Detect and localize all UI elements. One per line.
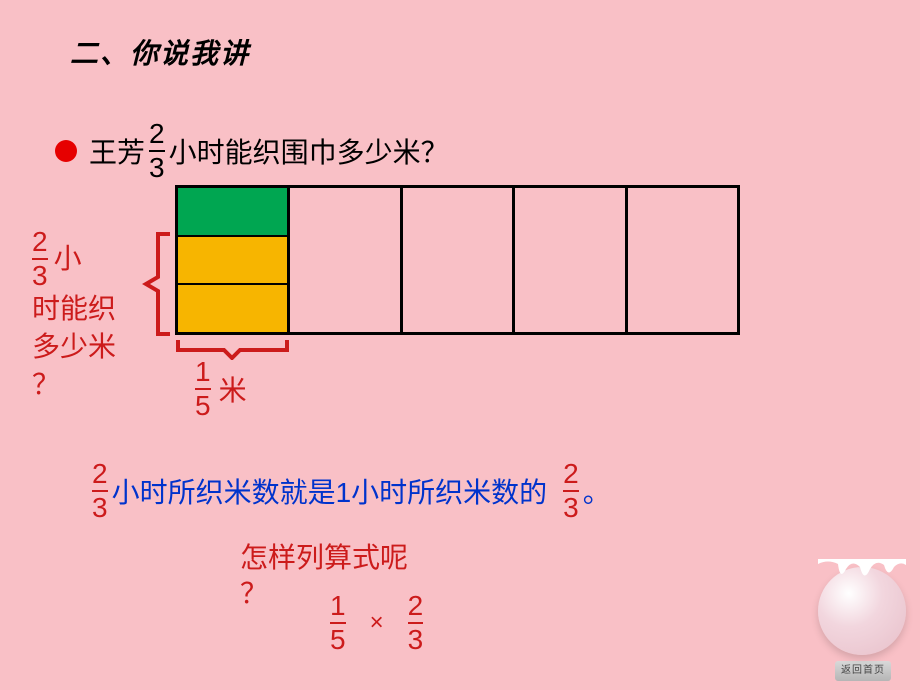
question-suffix: 小时能织围巾多少米？ — [169, 131, 449, 171]
grid-cell — [515, 188, 624, 332]
grid-cell — [178, 188, 287, 237]
question-line: 王芳 2 3 小时能织围巾多少米？ — [55, 120, 449, 182]
equation-right-fraction: 2 3 — [408, 592, 424, 654]
grid-col-3 — [403, 188, 515, 332]
fraction-diagram — [175, 185, 740, 335]
equation-left-fraction: 1 5 — [330, 592, 346, 654]
equation: 1 5 × 2 3 — [330, 592, 423, 654]
blue-fraction-2: 2 3 — [563, 460, 579, 522]
balloon-icon — [818, 567, 906, 655]
bottom-bracket-icon — [176, 338, 289, 360]
side-label: 2 3 小 时能织 多少米 ？ — [32, 228, 116, 403]
section-header: 二、你说我讲 — [70, 32, 250, 72]
grid — [175, 185, 740, 335]
grid-col-5 — [628, 188, 737, 332]
side-fraction: 2 3 — [32, 228, 48, 290]
question-prefix: 王芳 — [89, 131, 145, 171]
grid-col-2 — [290, 188, 402, 332]
grid-cell — [628, 188, 737, 332]
grid-col-1 — [178, 188, 290, 332]
bottom-label: 1 5 米 — [195, 358, 247, 420]
blue-fraction-1: 2 3 — [92, 460, 108, 522]
grid-cell — [178, 237, 287, 286]
explanation-line: 2 3 小时所织米数就是1小时所织米数的 2 3 。 — [88, 460, 611, 522]
grid-col-4 — [515, 188, 627, 332]
question-fraction: 2 3 — [149, 120, 165, 182]
multiply-icon: × — [370, 609, 384, 637]
back-home-label: 返回首页 — [835, 661, 891, 681]
bullet-dot — [55, 140, 77, 162]
bottom-fraction: 1 5 — [195, 358, 211, 420]
left-bracket-icon — [142, 232, 172, 336]
grid-cell — [178, 285, 287, 332]
drip-icon — [818, 559, 906, 589]
grid-cell — [290, 188, 399, 332]
grid-cell — [403, 188, 512, 332]
back-home-button[interactable]: 返回首页 — [818, 567, 908, 682]
